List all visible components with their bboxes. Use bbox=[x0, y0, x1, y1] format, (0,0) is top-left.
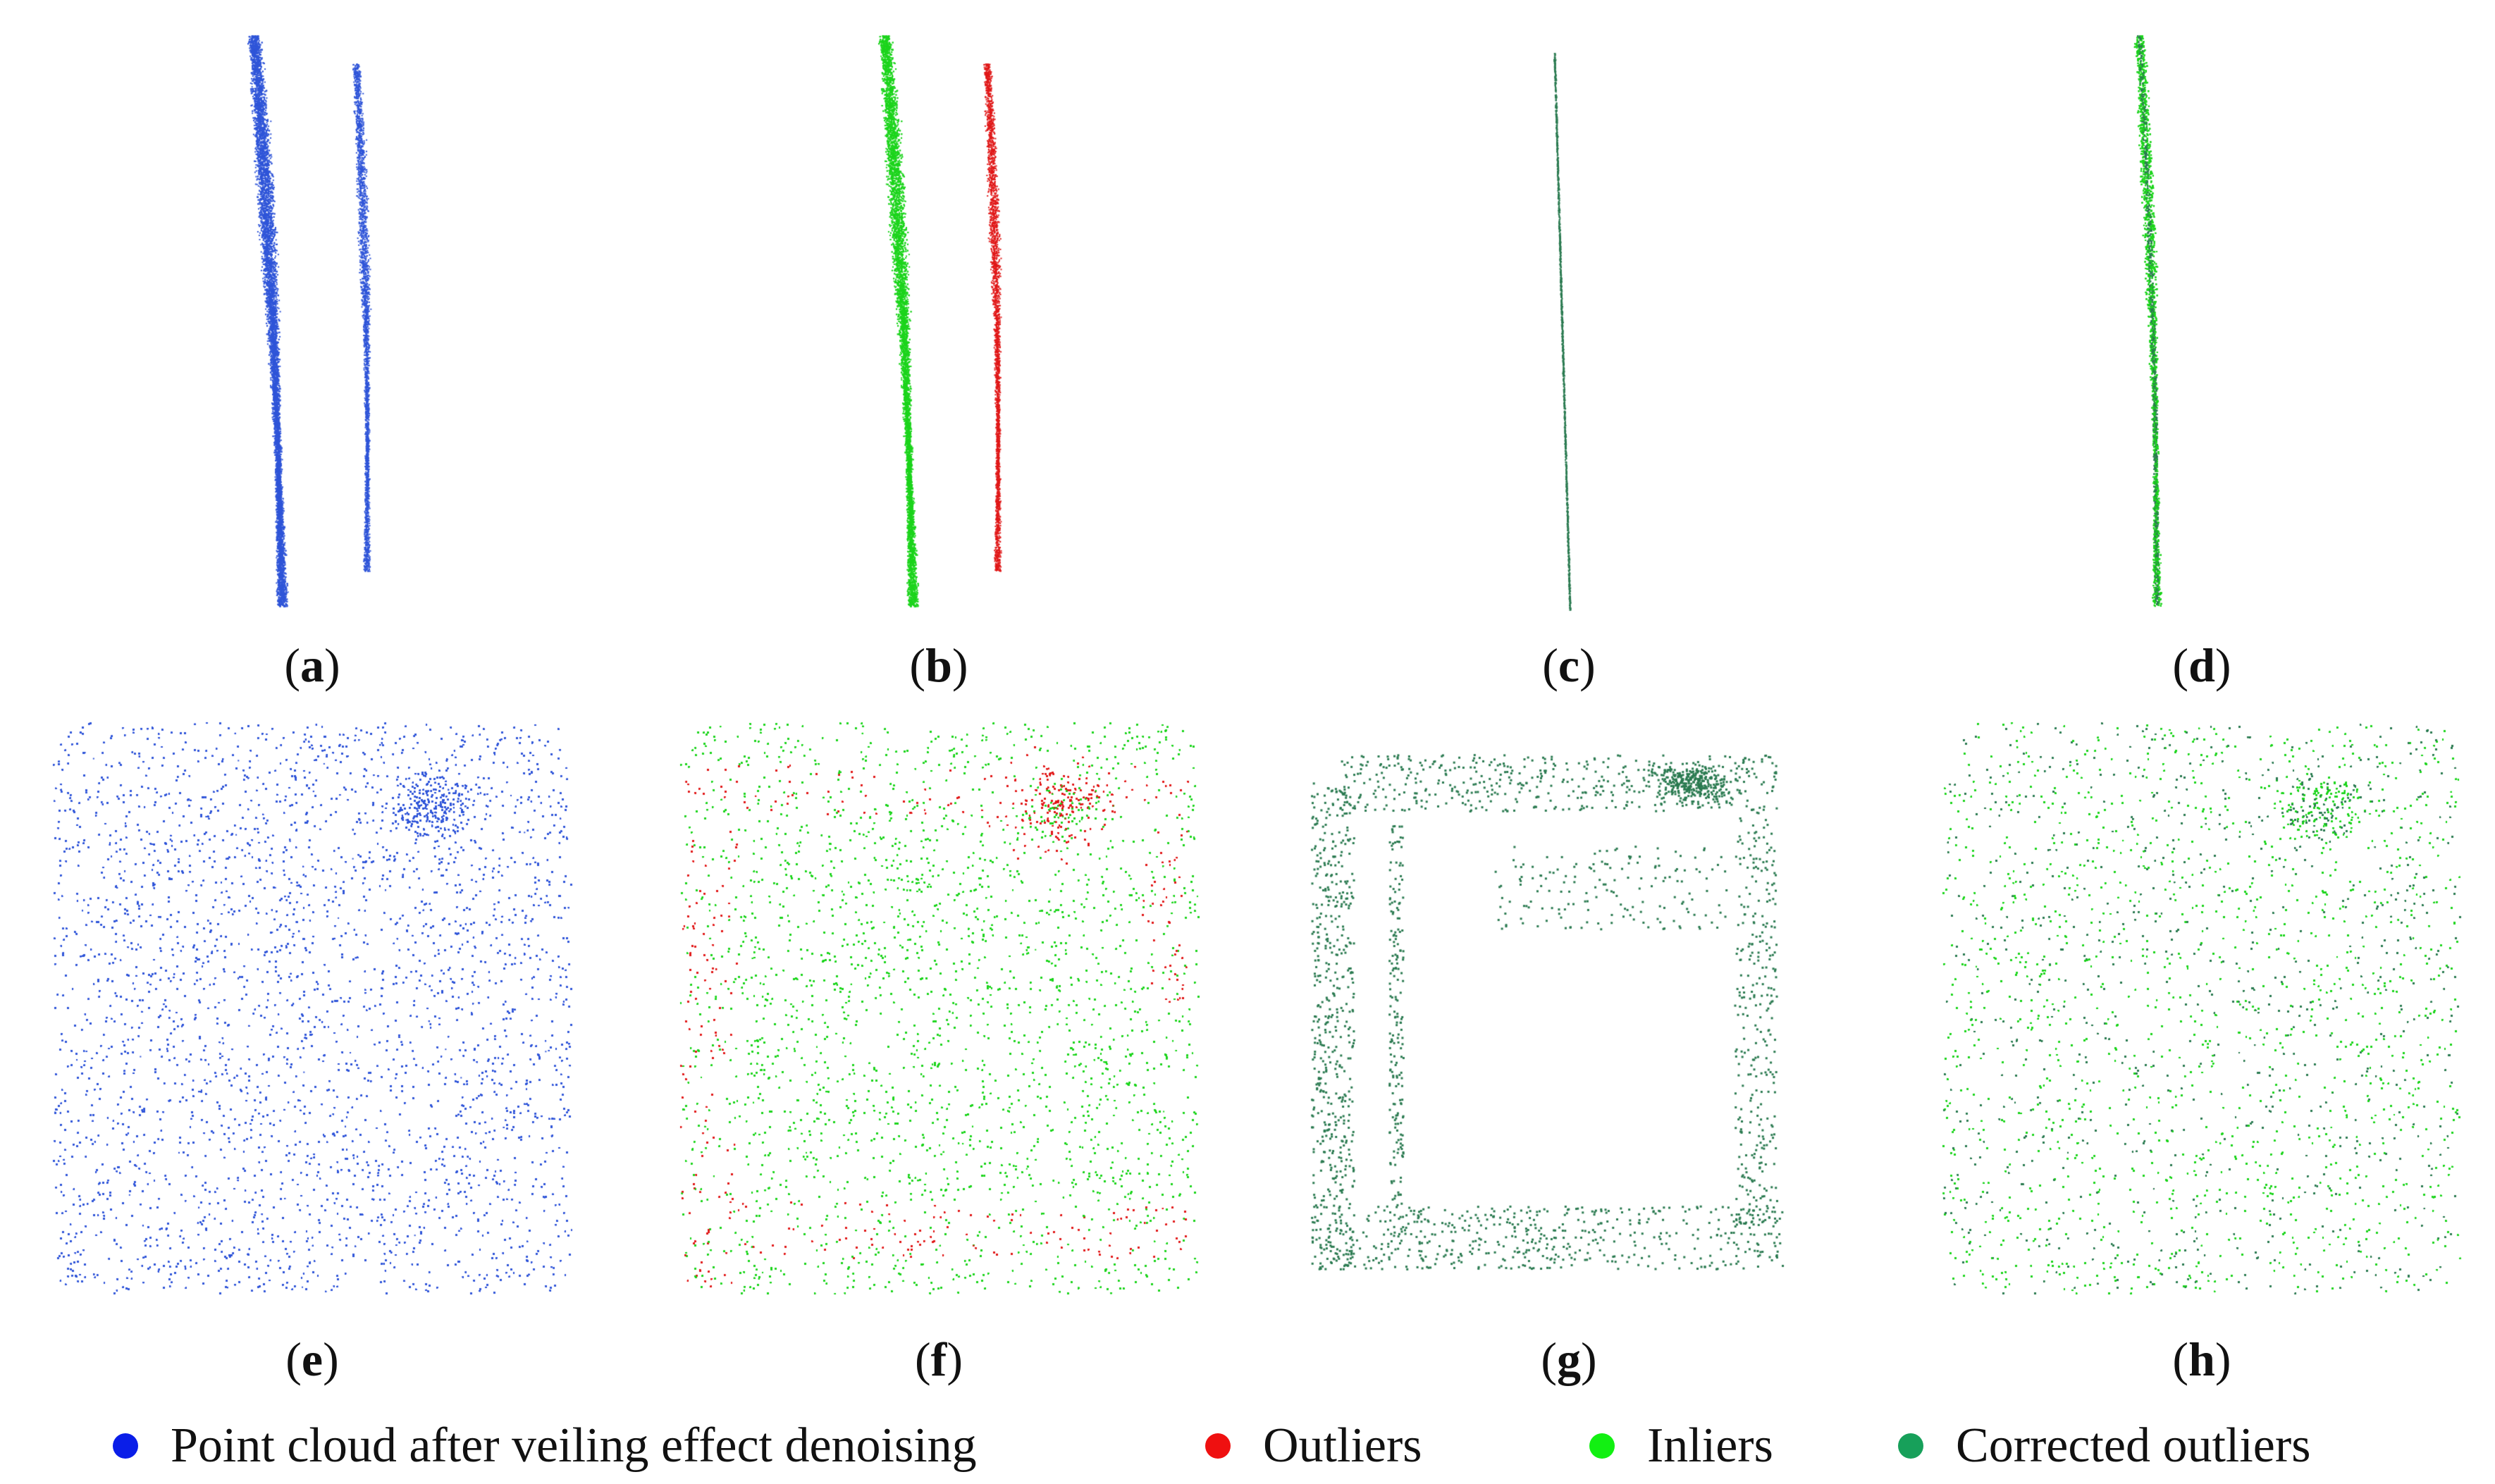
label-g: (g) bbox=[1541, 1332, 1597, 1386]
panel-b-side-view bbox=[828, 21, 1082, 627]
legend-label: Outliers bbox=[1263, 1418, 1422, 1473]
legend-label: Corrected outliers bbox=[1956, 1418, 2311, 1473]
label-d: (d) bbox=[2172, 638, 2231, 692]
panel-c-side-view bbox=[1452, 21, 1706, 627]
label-h: (h) bbox=[2172, 1332, 2231, 1386]
panel-a-side-view bbox=[197, 21, 451, 627]
label-e: (e) bbox=[285, 1332, 339, 1386]
legend-label: Point cloud after veiling effect denoisi… bbox=[171, 1418, 977, 1473]
label-c: (c) bbox=[1542, 638, 1596, 692]
dark-green-dot-icon bbox=[1898, 1433, 1923, 1459]
legend-item-after-denoising: Point cloud after veiling effect denoisi… bbox=[113, 1418, 977, 1474]
green-dot-icon bbox=[1589, 1433, 1615, 1459]
legend-item-inliers: Inliers bbox=[1589, 1418, 1773, 1474]
panel-d-side-view bbox=[2072, 21, 2326, 627]
legend-item-corrected-outliers: Corrected outliers bbox=[1898, 1418, 2310, 1474]
panel-e-front-view bbox=[28, 705, 592, 1304]
blue-dot-icon bbox=[113, 1433, 138, 1459]
panel-g-front-view bbox=[1283, 705, 1847, 1304]
legend-label: Inliers bbox=[1647, 1418, 1773, 1473]
label-f: (f) bbox=[915, 1332, 963, 1386]
panel-f-front-view bbox=[655, 705, 1219, 1304]
panel-h-front-view bbox=[1917, 705, 2481, 1304]
label-a: (a) bbox=[284, 638, 340, 692]
red-dot-icon bbox=[1205, 1433, 1231, 1459]
label-b: (b) bbox=[909, 638, 968, 692]
legend-item-outliers: Outliers bbox=[1205, 1418, 1422, 1474]
